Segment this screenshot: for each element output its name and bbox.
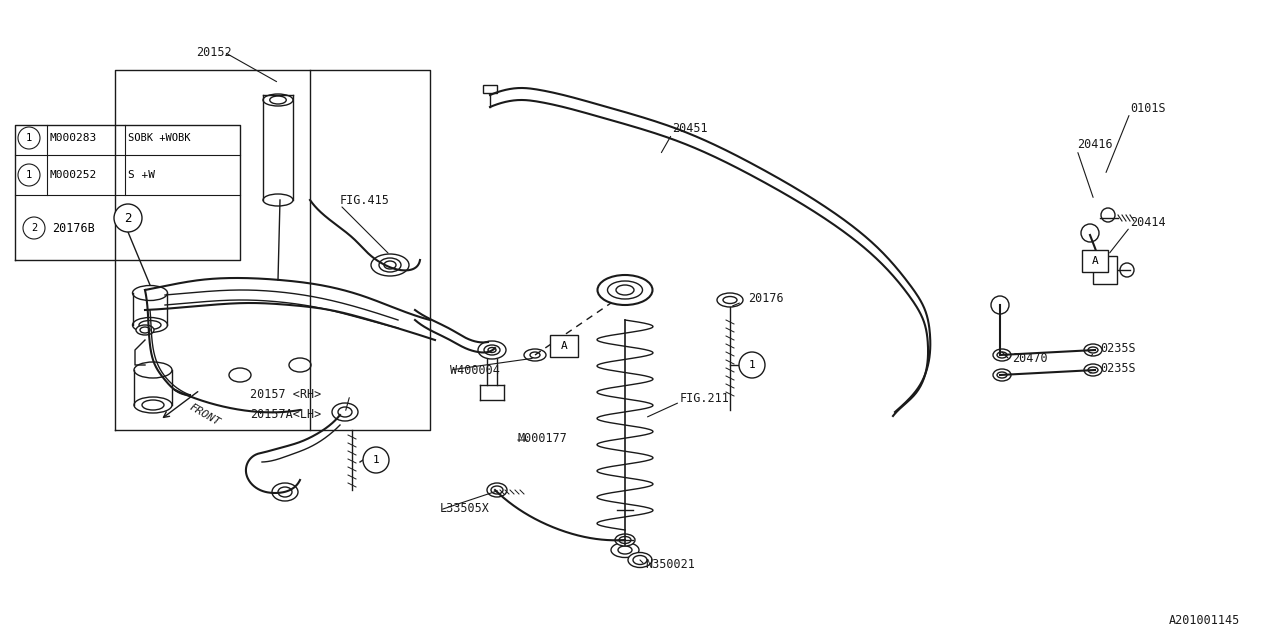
Ellipse shape bbox=[993, 369, 1011, 381]
Ellipse shape bbox=[332, 403, 358, 421]
Ellipse shape bbox=[133, 317, 168, 333]
Ellipse shape bbox=[1084, 364, 1102, 376]
Ellipse shape bbox=[133, 285, 168, 301]
Circle shape bbox=[1120, 263, 1134, 277]
Text: S +W: S +W bbox=[128, 170, 155, 180]
Text: M000177: M000177 bbox=[518, 431, 568, 445]
Circle shape bbox=[991, 296, 1009, 314]
Ellipse shape bbox=[993, 349, 1011, 361]
Ellipse shape bbox=[262, 194, 293, 206]
Text: M000252: M000252 bbox=[50, 170, 97, 180]
Text: SOBK +WOBK: SOBK +WOBK bbox=[128, 133, 191, 143]
Circle shape bbox=[23, 217, 45, 239]
Ellipse shape bbox=[136, 325, 154, 335]
Text: 20470: 20470 bbox=[1012, 351, 1047, 365]
Text: 20176B: 20176B bbox=[52, 221, 95, 234]
Circle shape bbox=[18, 127, 40, 149]
Circle shape bbox=[739, 352, 765, 378]
Text: A: A bbox=[561, 341, 567, 351]
Bar bbox=[550, 335, 579, 357]
Text: 20414: 20414 bbox=[1130, 216, 1166, 228]
Text: 0101S: 0101S bbox=[1130, 102, 1166, 115]
Text: 1: 1 bbox=[26, 133, 32, 143]
Ellipse shape bbox=[486, 483, 507, 497]
Text: 20152: 20152 bbox=[196, 45, 232, 58]
Text: 1: 1 bbox=[372, 455, 379, 465]
Ellipse shape bbox=[477, 341, 506, 359]
Text: 2: 2 bbox=[124, 211, 132, 225]
Bar bbox=[1082, 250, 1108, 272]
Circle shape bbox=[114, 204, 142, 232]
Text: 0235S: 0235S bbox=[1100, 362, 1135, 374]
Text: 2: 2 bbox=[31, 223, 37, 233]
Ellipse shape bbox=[628, 552, 652, 568]
Text: A201001145: A201001145 bbox=[1169, 614, 1240, 627]
Text: 1: 1 bbox=[749, 360, 755, 370]
Text: N350021: N350021 bbox=[645, 559, 695, 572]
Text: 20157 <RH>: 20157 <RH> bbox=[250, 388, 321, 401]
Ellipse shape bbox=[611, 543, 639, 557]
Text: 1: 1 bbox=[26, 170, 32, 180]
Ellipse shape bbox=[717, 293, 742, 307]
Ellipse shape bbox=[598, 275, 653, 305]
Circle shape bbox=[364, 447, 389, 473]
Text: L33505X: L33505X bbox=[440, 502, 490, 515]
Ellipse shape bbox=[371, 254, 410, 276]
Text: 20416: 20416 bbox=[1076, 138, 1112, 152]
Circle shape bbox=[1101, 208, 1115, 222]
Text: 20176: 20176 bbox=[748, 291, 783, 305]
Ellipse shape bbox=[134, 397, 172, 413]
Circle shape bbox=[1082, 224, 1100, 242]
Bar bbox=[1093, 256, 1117, 284]
Ellipse shape bbox=[262, 94, 293, 106]
Circle shape bbox=[18, 164, 40, 186]
Text: 0235S: 0235S bbox=[1100, 342, 1135, 355]
Ellipse shape bbox=[614, 534, 635, 546]
Ellipse shape bbox=[1084, 344, 1102, 356]
Ellipse shape bbox=[524, 349, 547, 361]
Text: 20451: 20451 bbox=[672, 122, 708, 134]
Bar bbox=[483, 85, 497, 93]
Text: W400004: W400004 bbox=[451, 364, 500, 376]
Text: 20157A<LH>: 20157A<LH> bbox=[250, 408, 321, 422]
Ellipse shape bbox=[273, 483, 298, 501]
Text: FRONT: FRONT bbox=[188, 402, 223, 428]
Ellipse shape bbox=[134, 362, 172, 378]
Text: FIG.415: FIG.415 bbox=[340, 193, 390, 207]
Text: FIG.211: FIG.211 bbox=[680, 392, 730, 404]
Text: A: A bbox=[1092, 256, 1098, 266]
Text: M000283: M000283 bbox=[50, 133, 97, 143]
